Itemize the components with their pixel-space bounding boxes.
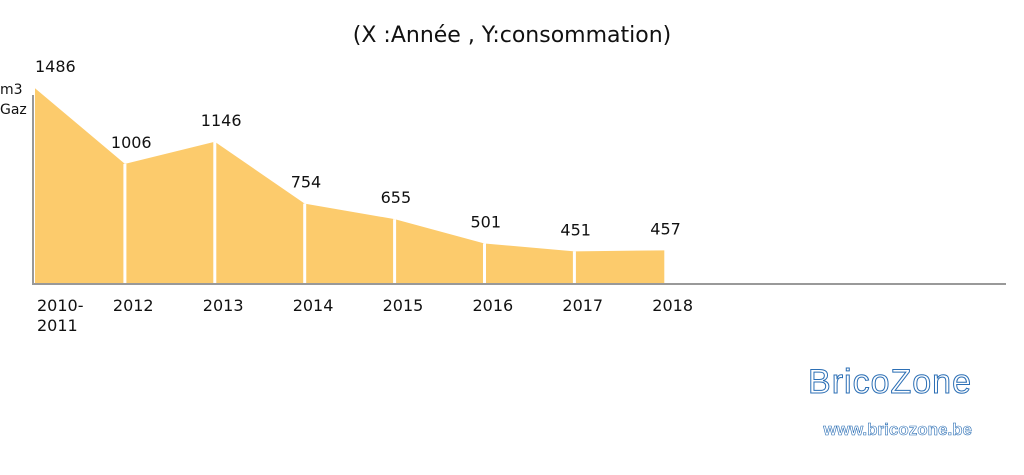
data-label: 1146: [201, 111, 242, 130]
x-tick-label: 2016: [472, 296, 514, 315]
data-label: 1486: [35, 57, 76, 76]
area: [35, 88, 665, 284]
data-label: 655: [381, 188, 412, 207]
watermark-url: www.bricozone.be: [823, 420, 972, 440]
watermark-brand: BricoZone: [808, 363, 972, 401]
x-tick-label: 2012: [112, 296, 154, 315]
x-tick-label: 2013: [202, 296, 244, 315]
x-tick-label: 2014: [292, 296, 334, 315]
x-tick-label: 2018: [652, 296, 694, 315]
data-label: 501: [471, 212, 502, 231]
data-label: 451: [560, 220, 591, 239]
data-label: 754: [291, 173, 322, 192]
chart-title: (X :Année , Y:consommation): [352, 23, 672, 48]
x-tick-label: 2015: [382, 296, 424, 315]
data-label: 1006: [111, 133, 152, 152]
y-axis-label: m3 Gaz: [0, 82, 27, 118]
x-tick-label: 2017: [562, 296, 604, 315]
data-label: 457: [650, 219, 681, 238]
x-tick-label: 2010-2011: [37, 296, 84, 335]
